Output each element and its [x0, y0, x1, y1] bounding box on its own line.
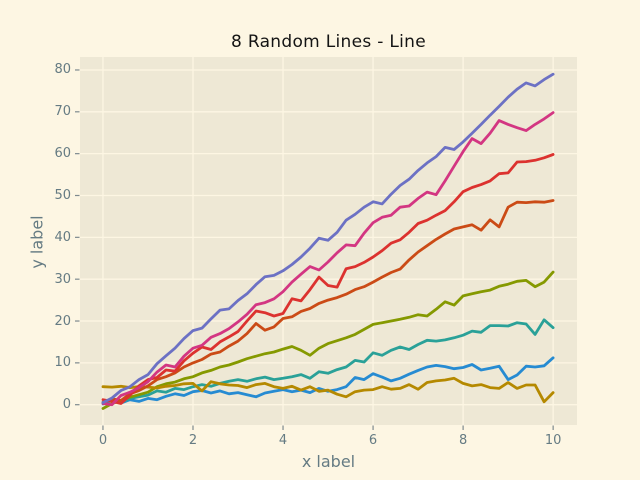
x-tick-label: 4 — [278, 433, 288, 448]
x-axis-label: x label — [301, 452, 356, 471]
series-line-5-orange — [101, 199, 555, 405]
series-line-4-gold — [101, 376, 555, 404]
y-tick-label: 30 — [54, 271, 71, 287]
x-tick-label: 8 — [458, 433, 468, 448]
series-line-2-teal — [101, 318, 555, 405]
x-tick-label: 6 — [368, 433, 378, 448]
series-line-8-violet — [101, 72, 555, 405]
y-tick-label: 10 — [54, 355, 71, 371]
x-tick-label: 10 — [544, 433, 562, 448]
y-tick-label: 70 — [54, 104, 71, 120]
x-tick-label: 2 — [188, 433, 198, 448]
series-line-7-magenta — [101, 111, 555, 407]
y-tick-label: 80 — [54, 62, 71, 78]
y-tick-label: 0 — [62, 397, 71, 413]
y-tick-label: 40 — [54, 229, 71, 245]
x-tick-label: 0 — [98, 433, 108, 448]
series-line-3-green — [101, 270, 555, 410]
chart-title: 8 Random Lines - Line — [231, 32, 426, 52]
y-tick-label: 60 — [54, 146, 71, 162]
y-tick-label: 50 — [54, 187, 71, 203]
y-tick-label: 20 — [54, 313, 71, 329]
series-line-6-red — [101, 153, 555, 405]
